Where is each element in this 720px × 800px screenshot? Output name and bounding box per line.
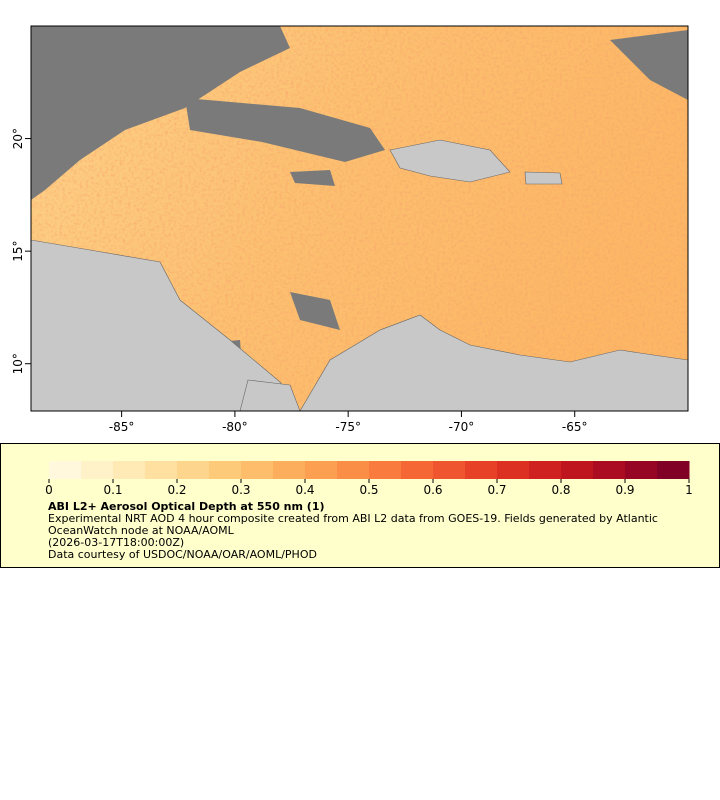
colorbar-segment	[625, 461, 658, 479]
colorbar-segment	[593, 461, 626, 479]
legend-description: Experimental NRT AOD 4 hour composite cr…	[48, 512, 658, 537]
colorbar: 0 0.1 0.2 0.3 0.4 0.5 0.6 0.7 0.8 0.9 1	[45, 461, 693, 494]
colorbar-segment	[49, 461, 82, 479]
colorbar-tick-label: 0.5	[359, 483, 378, 494]
colorbar-segment	[81, 461, 114, 479]
colorbar-segment	[113, 461, 146, 479]
colorbar-segment	[369, 461, 402, 479]
colorbar-tick-label: 0	[45, 483, 53, 494]
colorbar-segment	[657, 461, 690, 479]
map-body	[31, 26, 688, 411]
y-tick-label: 15°	[11, 241, 25, 262]
colorbar-tick-label: 0.6	[423, 483, 442, 494]
colorbar-segment	[465, 461, 498, 479]
colorbar-tick-label: 0.9	[615, 483, 634, 494]
legend-title: ABI L2+ Aerosol Optical Depth at 550 nm …	[48, 500, 325, 513]
colorbar-segment	[177, 461, 210, 479]
legend-time: (2026-03-17T18:00:00Z)	[48, 536, 185, 549]
colorbar-tick-label: 0.3	[231, 483, 250, 494]
colorbar-tick-label: 0.4	[295, 483, 314, 494]
colorbar-segment	[561, 461, 594, 479]
legend: 0 0.1 0.2 0.3 0.4 0.5 0.6 0.7 0.8 0.9 1 ABI L2+ Ae…	[0, 443, 720, 568]
x-tick-label: -65°	[562, 420, 588, 434]
colorbar-tick-label: 0.8	[551, 483, 570, 494]
colorbar-segment	[497, 461, 530, 479]
x-tick-label: -80°	[222, 420, 248, 434]
map: -85° -80° -75° -70° -65° 10° 15° 20°	[11, 25, 689, 434]
colorbar-segment	[401, 461, 434, 479]
y-tick-label: 10°	[11, 353, 25, 374]
colorbar-segment	[241, 461, 274, 479]
x-tick-label: -85°	[109, 420, 135, 434]
colorbar-segment	[433, 461, 466, 479]
colorbar-tick-label: 1	[685, 483, 693, 494]
y-tick-label: 20°	[11, 128, 25, 149]
x-tick-label: -75°	[335, 420, 361, 434]
colorbar-segment	[273, 461, 306, 479]
colorbar-tick-label: 0.2	[167, 483, 186, 494]
colorbar-segment	[209, 461, 242, 479]
legend-credit: Data courtesy of USDOC/NOAA/OAR/AOML/PHO…	[48, 548, 317, 561]
colorbar-tick-label: 0.1	[103, 483, 122, 494]
colorbar-segment	[305, 461, 338, 479]
map-frame	[30, 25, 689, 412]
colorbar-tick-label: 0.7	[487, 483, 506, 494]
land	[31, 139, 688, 411]
x-tick-label: -70°	[449, 420, 475, 434]
colorbar-segment	[337, 461, 370, 479]
colorbar-segment	[529, 461, 562, 479]
colorbar-segment	[145, 461, 178, 479]
